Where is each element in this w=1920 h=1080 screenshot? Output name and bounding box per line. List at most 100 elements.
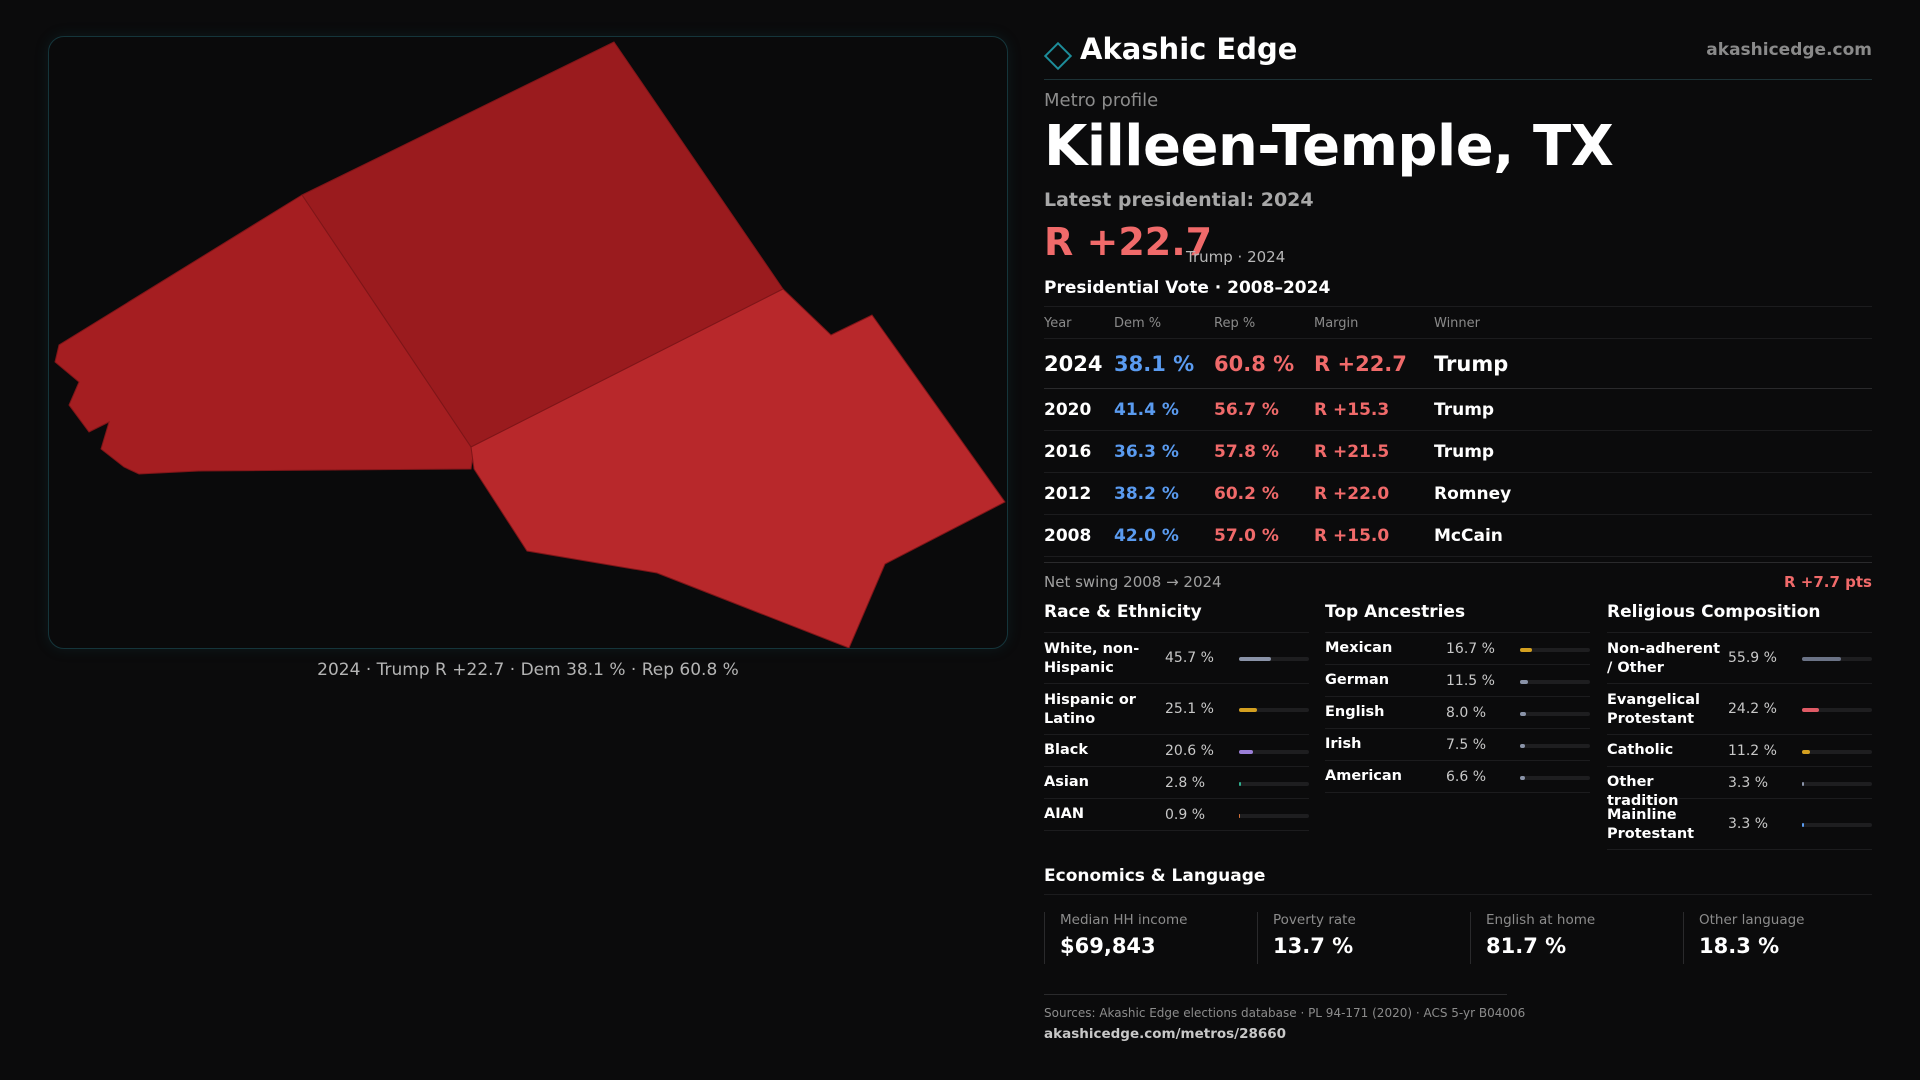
county-map[interactable]	[49, 37, 1008, 649]
cell-dem: 42.0 %	[1114, 526, 1179, 546]
religion-bar-fill	[1802, 657, 1842, 661]
religion-label: Non-adherent / Other	[1607, 641, 1720, 676]
cell-margin: R +22.0	[1314, 484, 1390, 504]
race-label: Black	[1044, 742, 1089, 758]
religion-bar-track	[1802, 657, 1872, 661]
net-swing: Net swing 2008 → 2024 R +7.7 pts	[1044, 562, 1872, 592]
race-label: Hispanic or Latino	[1044, 692, 1136, 727]
religion-value: 24.2 %	[1728, 701, 1777, 717]
religion-label: Mainline Protestant	[1607, 807, 1695, 842]
race-label: Asian	[1044, 774, 1089, 790]
ancestry-label: Irish	[1325, 736, 1362, 752]
stat-value: $69,843	[1060, 934, 1156, 958]
footer-divider	[1044, 994, 1507, 995]
cell-dem: 36.3 %	[1114, 442, 1179, 462]
race-value: 25.1 %	[1165, 701, 1214, 717]
ancestry-value: 7.5 %	[1446, 737, 1487, 753]
ancestry-value: 8.0 %	[1446, 705, 1487, 721]
net-swing-label: Net swing 2008 → 2024	[1044, 573, 1222, 591]
ancestry-bar-fill	[1520, 648, 1532, 652]
brand-name[interactable]: Akashic Edge	[1080, 32, 1298, 66]
vote-table: Year Dem % Rep % Margin Winner 2024 38.1…	[1044, 306, 1872, 557]
race-bar-fill	[1239, 750, 1254, 754]
cell-margin: R +21.5	[1314, 442, 1390, 462]
stat-card-income: Median HH income $69,843	[1044, 912, 1234, 964]
header-winner: Winner	[1434, 316, 1481, 331]
sources-text: Sources: Akashic Edge elections database…	[1044, 1006, 1526, 1020]
stat-label: Median HH income	[1060, 912, 1188, 928]
ancestry-label: Mexican	[1325, 640, 1393, 656]
table-row[interactable]: 2008 42.0 % 57.0 % R +15.0 McCain	[1044, 515, 1872, 557]
cell-dem: 38.1 %	[1114, 352, 1195, 376]
religion-bar-track	[1802, 750, 1872, 754]
list-item: German 11.5 %	[1325, 665, 1590, 697]
diamond-logo-icon	[1043, 41, 1073, 71]
cell-rep: 57.0 %	[1214, 526, 1279, 546]
race-label: AIAN	[1044, 806, 1084, 822]
cell-winner: Trump	[1434, 442, 1495, 462]
cell-winner: Trump	[1434, 352, 1509, 376]
vote-table-header: Year Dem % Rep % Margin Winner	[1044, 307, 1872, 339]
list-item: Mexican 16.7 %	[1325, 633, 1590, 665]
race-bar-track	[1239, 657, 1309, 661]
list-item: Non-adherent / Other 55.9 %	[1607, 633, 1872, 684]
list-item: AIAN 0.9 %	[1044, 799, 1309, 831]
table-row[interactable]: 2016 36.3 % 57.8 % R +21.5 Trump	[1044, 431, 1872, 473]
religion-bar-fill	[1802, 750, 1810, 754]
race-bar-track	[1239, 708, 1309, 712]
list-item: Other tradition 3.3 %	[1607, 767, 1872, 809]
religion-bar-fill	[1802, 782, 1805, 786]
religion-bar-track	[1802, 823, 1872, 827]
religion-label: Catholic	[1607, 742, 1674, 758]
vote-table-title: Presidential Vote · 2008–2024	[1044, 278, 1331, 298]
ancestry-value: 16.7 %	[1446, 641, 1495, 657]
county-southeast[interactable]	[470, 288, 1006, 648]
map-panel[interactable]	[48, 36, 1008, 649]
eyebrow-label: Metro profile	[1044, 90, 1159, 111]
ancestry-label: American	[1325, 768, 1402, 784]
ancestry-bar-track	[1520, 744, 1590, 748]
header-year: Year	[1044, 316, 1072, 331]
ancestry-bar-fill	[1520, 744, 1526, 748]
stat-label: English at home	[1486, 912, 1596, 928]
ancestry-bar-fill	[1520, 776, 1525, 780]
table-row[interactable]: 2024 38.1 % 60.8 % R +22.7 Trump	[1044, 339, 1872, 389]
religion-label: Evangelical Protestant	[1607, 692, 1700, 727]
table-row[interactable]: 2020 41.4 % 56.7 % R +15.3 Trump	[1044, 389, 1872, 431]
religion-value: 55.9 %	[1728, 650, 1777, 666]
map-caption: 2024 · Trump R +22.7 · Dem 38.1 % · Rep …	[317, 660, 739, 680]
header: Akashic Edge akashicedge.com	[1043, 30, 1872, 80]
ancestry-value: 11.5 %	[1446, 673, 1495, 689]
race-bar-fill	[1239, 782, 1241, 786]
table-row[interactable]: 2012 38.2 % 60.2 % R +22.0 Romney	[1044, 473, 1872, 515]
header-dem: Dem %	[1114, 316, 1162, 331]
list-item: American 6.6 %	[1325, 761, 1590, 793]
ancestries-title: Top Ancestries	[1325, 602, 1590, 633]
ancestry-label: English	[1325, 704, 1385, 720]
ancestry-bar-track	[1520, 712, 1590, 716]
cell-rep: 60.2 %	[1214, 484, 1279, 504]
race-bar-track	[1239, 814, 1309, 818]
ancestry-value: 6.6 %	[1446, 769, 1487, 785]
ancestry-bar-fill	[1520, 712, 1526, 716]
footer-url-link[interactable]: akashicedge.com/metros/28660	[1044, 1026, 1287, 1042]
site-link[interactable]: akashicedge.com	[1706, 40, 1872, 60]
race-bar-track	[1239, 750, 1309, 754]
stat-value: 13.7 %	[1273, 934, 1354, 958]
race-label: White, non-Hispanic	[1044, 641, 1140, 676]
cell-rep: 56.7 %	[1214, 400, 1279, 420]
race-bar-track	[1239, 782, 1309, 786]
ancestry-label: German	[1325, 672, 1390, 688]
race-value: 0.9 %	[1165, 807, 1206, 823]
race-value: 20.6 %	[1165, 743, 1214, 759]
economics-title: Economics & Language	[1044, 866, 1266, 886]
list-item: Mainline Protestant 3.3 %	[1607, 799, 1872, 850]
stat-card-english: English at home 81.7 %	[1470, 912, 1660, 964]
economics-divider	[1044, 894, 1872, 895]
stat-card-poverty: Poverty rate 13.7 %	[1257, 912, 1447, 964]
cell-winner: Romney	[1434, 484, 1512, 504]
stat-label: Poverty rate	[1273, 912, 1356, 928]
race-bar-fill	[1239, 708, 1257, 712]
cell-rep: 57.8 %	[1214, 442, 1279, 462]
cell-dem: 41.4 %	[1114, 400, 1179, 420]
